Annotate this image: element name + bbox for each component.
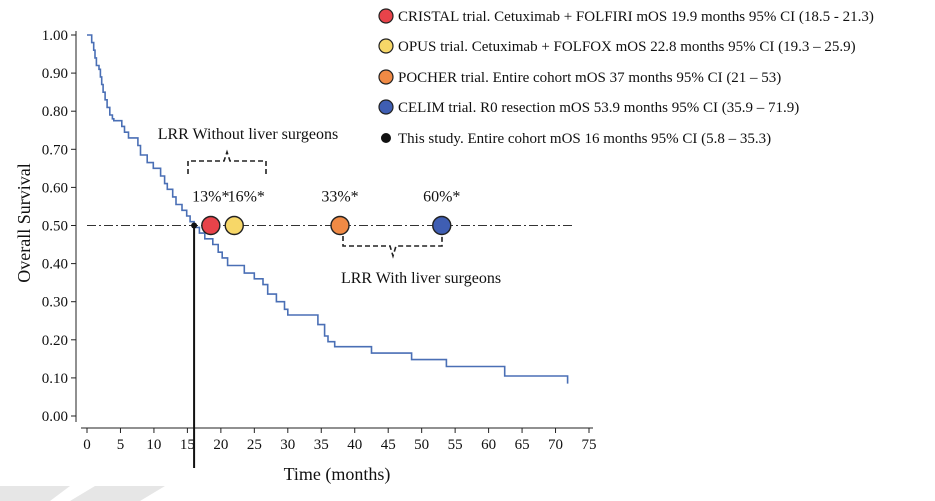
x-axis-title: Time (months) bbox=[284, 464, 391, 485]
trial-marker-cristal bbox=[201, 215, 221, 236]
y-tick-label: 0.30 bbox=[42, 295, 68, 311]
km-survival-curve bbox=[87, 34, 569, 384]
median-survival-dot bbox=[191, 222, 198, 229]
trial-label-celim: 60%* bbox=[423, 189, 460, 206]
legend-marker-this-study bbox=[381, 133, 391, 143]
x-tick-label: 5 bbox=[117, 437, 125, 453]
legend-entry-opus: OPUS trial. Cetuximab + FOLFOX mOS 22.8 … bbox=[378, 38, 856, 55]
x-tick-label: 40 bbox=[347, 437, 362, 453]
x-tick-label: 30 bbox=[280, 437, 295, 453]
x-tick-label: 45 bbox=[381, 437, 396, 453]
trial-label-opus: 16%* bbox=[228, 189, 265, 206]
bracket-without-liver-surgeons bbox=[187, 149, 267, 174]
y-tick-label: 0.50 bbox=[42, 219, 68, 235]
legend-text-pocher: POCHER trial. Entire cohort mOS 37 month… bbox=[398, 70, 781, 86]
y-tick-label: 0.60 bbox=[42, 180, 68, 196]
legend-entry-this-study: This study. Entire cohort mOS 16 months … bbox=[381, 131, 771, 147]
bracket-with-liver-surgeons bbox=[342, 236, 443, 259]
legend: CRISTAL trial. Cetuximab + FOLFIRI mOS 1… bbox=[378, 8, 874, 147]
annotation-without-liver-surgeons: LRR Without liver surgeons bbox=[158, 126, 339, 143]
y-tick-label: 0.40 bbox=[42, 257, 68, 273]
annotation-with-liver-surgeons: LRR With liver surgeons bbox=[341, 270, 501, 287]
watermark-shapes bbox=[0, 486, 165, 501]
x-tick-label: 50 bbox=[414, 437, 429, 453]
y-tick-label: 0.70 bbox=[42, 142, 68, 158]
axes: 0.00 0.10 0.20 0.30 0.40 0.50 0.60 0.70 0.80 0.90… bbox=[42, 28, 597, 453]
trial-label-pocher: 33%* bbox=[321, 189, 358, 206]
legend-entry-pocher: POCHER trial. Entire cohort mOS 37 month… bbox=[378, 69, 781, 86]
trial-label-cristal: 13%* bbox=[192, 189, 229, 206]
legend-marker-celim bbox=[378, 99, 394, 115]
x-tick-label: 35 bbox=[314, 437, 329, 453]
trial-markers: 13%*16%* 33%* 60%* bbox=[192, 189, 460, 236]
y-tick-label: 1.00 bbox=[42, 28, 68, 44]
trial-marker-opus bbox=[224, 215, 244, 236]
trial-marker-celim bbox=[432, 215, 452, 236]
legend-marker-cristal bbox=[378, 8, 394, 24]
x-tick-label: 70 bbox=[548, 437, 563, 453]
x-tick-label: 20 bbox=[213, 437, 228, 453]
x-ticks: 0 5 10 15 20 25 30 35 40 45 50 55 60 65 70 75 bbox=[83, 428, 597, 453]
legend-entry-cristal: CRISTAL trial. Cetuximab + FOLFIRI mOS 1… bbox=[378, 8, 874, 25]
y-tick-label: 0.20 bbox=[42, 333, 68, 349]
legend-marker-opus bbox=[378, 38, 394, 54]
y-tick-label: 0.90 bbox=[42, 66, 68, 82]
y-axis-title: Overall Survival bbox=[14, 163, 34, 282]
x-tick-label: 65 bbox=[515, 437, 530, 453]
x-tick-label: 25 bbox=[247, 437, 262, 453]
legend-text-opus: OPUS trial. Cetuximab + FOLFOX mOS 22.8 … bbox=[398, 39, 856, 55]
y-tick-label: 0.80 bbox=[42, 104, 68, 120]
legend-text-celim: CELIM trial. R0 resection mOS 53.9 month… bbox=[398, 100, 799, 116]
y-ticks: 0.00 0.10 0.20 0.30 0.40 0.50 0.60 0.70 0.80 0.90… bbox=[42, 28, 76, 425]
legend-marker-pocher bbox=[378, 69, 394, 85]
x-tick-label: 10 bbox=[146, 437, 161, 453]
y-tick-label: 0.00 bbox=[42, 409, 68, 425]
legend-entry-celim: CELIM trial. R0 resection mOS 53.9 month… bbox=[378, 99, 799, 116]
x-tick-label: 15 bbox=[180, 437, 195, 453]
y-tick-label: 0.10 bbox=[42, 371, 68, 387]
x-tick-label: 0 bbox=[83, 437, 91, 453]
legend-text-cristal: CRISTAL trial. Cetuximab + FOLFIRI mOS 1… bbox=[398, 9, 874, 25]
x-tick-label: 75 bbox=[582, 437, 597, 453]
trial-marker-pocher bbox=[330, 215, 350, 236]
x-tick-label: 60 bbox=[481, 437, 496, 453]
x-tick-label: 55 bbox=[448, 437, 463, 453]
legend-text-this-study: This study. Entire cohort mOS 16 months … bbox=[398, 131, 771, 147]
